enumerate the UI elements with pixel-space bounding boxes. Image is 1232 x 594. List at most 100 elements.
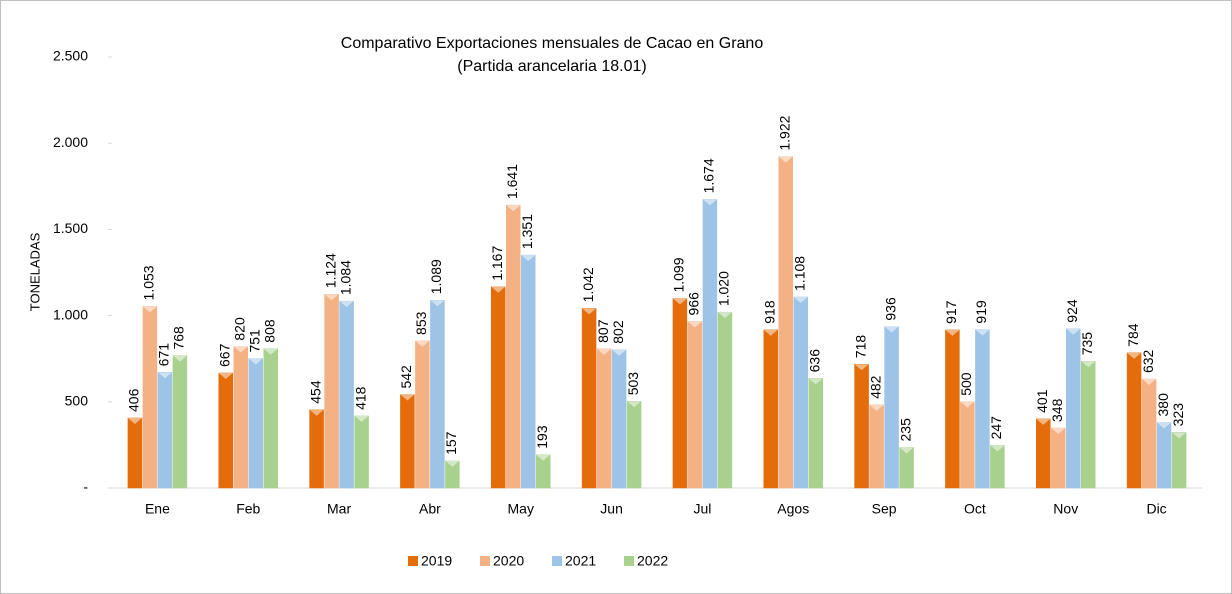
bar — [218, 372, 233, 489]
x-tick-label: Mar — [327, 501, 351, 517]
bar — [1036, 418, 1051, 489]
data-label: 406 — [126, 388, 142, 412]
data-label: 820 — [231, 317, 247, 341]
x-tick-label: Nov — [1053, 501, 1078, 517]
data-label: 671 — [156, 343, 172, 367]
bar — [626, 401, 642, 489]
bar — [157, 372, 173, 489]
data-label: 348 — [1049, 398, 1065, 422]
data-label: 1.108 — [791, 256, 807, 291]
bar — [869, 404, 884, 489]
bar-bevel — [233, 346, 248, 353]
bar — [672, 298, 688, 489]
data-label: 918 — [761, 300, 777, 324]
bar — [899, 447, 914, 489]
y-tick-label: 1.000 — [53, 306, 88, 322]
bar — [778, 156, 793, 489]
bar-bevel — [339, 301, 354, 308]
bar-bevel — [627, 401, 642, 408]
x-tick-label: May — [508, 501, 534, 517]
data-label: 1.351 — [519, 214, 535, 249]
x-tick-label: Jul — [693, 501, 711, 517]
data-label: 323 — [1170, 403, 1186, 427]
bar-bevel — [309, 409, 324, 416]
legend-label: 2021 — [565, 553, 596, 569]
x-tick-label: Ene — [145, 501, 170, 517]
bar — [793, 296, 808, 489]
data-label: 193 — [534, 425, 550, 449]
bar-bevel — [263, 348, 278, 355]
bar-bevel — [1081, 361, 1096, 368]
bar — [808, 378, 823, 489]
legend-label: 2022 — [637, 553, 668, 569]
bar-bevel — [415, 340, 430, 347]
data-label: 1.020 — [716, 271, 732, 306]
bar-bevel — [1172, 432, 1187, 439]
bar — [430, 300, 445, 489]
data-label: 636 — [806, 349, 822, 373]
data-label: 482 — [867, 375, 883, 399]
data-label: 936 — [882, 297, 898, 321]
data-label: 1.674 — [701, 158, 717, 193]
legend-swatch — [480, 556, 490, 566]
data-label: 784 — [1125, 323, 1141, 347]
bar-bevel — [945, 329, 960, 336]
x-tick-label: Feb — [236, 501, 260, 517]
data-label: 1.042 — [580, 267, 596, 302]
data-label: 454 — [307, 380, 323, 404]
bar-bevel — [354, 415, 369, 422]
y-tick-label: 2.000 — [53, 134, 88, 150]
bar-bevel — [960, 401, 975, 408]
bar — [400, 394, 415, 489]
bar-bevel — [763, 329, 778, 336]
bar — [945, 329, 960, 489]
data-label: 401 — [1034, 389, 1050, 413]
bar — [233, 346, 248, 489]
bar-bevel — [142, 306, 157, 313]
bar — [717, 311, 733, 489]
y-axis-label: TONELADAS — [27, 232, 42, 311]
bar-bevel — [612, 349, 627, 356]
data-label: 1.167 — [489, 246, 505, 281]
bar-bevel — [172, 355, 187, 362]
data-label: 500 — [958, 372, 974, 396]
x-tick-label: Oct — [964, 501, 986, 517]
bar-bevel — [1036, 418, 1051, 425]
bar-bevel — [778, 156, 793, 163]
bar — [687, 321, 703, 489]
bar — [1156, 422, 1172, 489]
data-label: 380 — [1155, 393, 1171, 417]
data-label: 542 — [398, 365, 414, 389]
bar-bevel — [127, 418, 142, 425]
x-tick-label: Abr — [419, 501, 441, 517]
data-label: 503 — [625, 372, 641, 396]
bar-bevel — [990, 445, 1005, 452]
bar-bevel — [248, 358, 263, 365]
bar-bevel — [702, 199, 717, 206]
data-label: 632 — [1140, 349, 1156, 373]
bar-bevel — [808, 378, 823, 385]
bar — [521, 254, 536, 489]
bar-bevel — [869, 404, 884, 411]
bar-bevel — [1157, 422, 1172, 429]
data-label: 735 — [1079, 332, 1095, 356]
bar-bevel — [1127, 352, 1142, 359]
y-tick-label: 500 — [65, 393, 89, 409]
x-tick-label: Dic — [1146, 501, 1166, 517]
bar-bevel — [400, 394, 415, 401]
bar-bevel — [521, 255, 536, 262]
x-tick-label: Sep — [872, 501, 897, 517]
bar — [263, 348, 278, 489]
data-label: 917 — [943, 300, 959, 324]
bar — [248, 358, 263, 489]
data-label: 802 — [610, 320, 626, 344]
bar — [1081, 361, 1096, 489]
bar — [127, 417, 143, 489]
data-label: 919 — [973, 300, 989, 324]
chart-subtitle: (Partida arancelaria 18.01) — [457, 58, 646, 75]
data-label: 1.089 — [428, 259, 444, 294]
data-label: 808 — [261, 319, 277, 343]
bar-bevel — [672, 298, 687, 305]
bar-bevel — [582, 308, 597, 315]
